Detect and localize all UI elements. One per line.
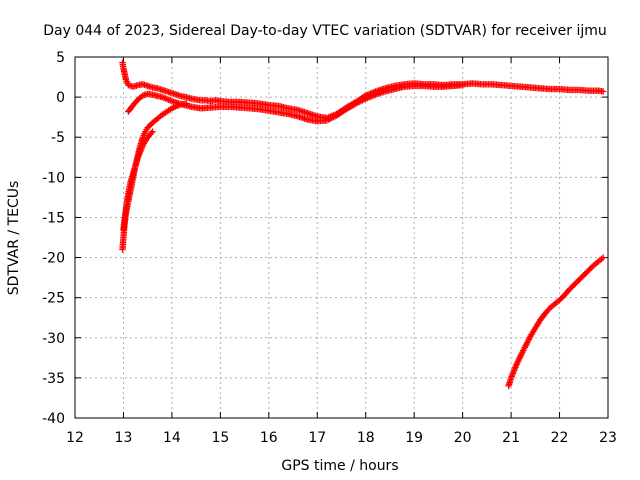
x-tick-label: 17	[308, 430, 326, 446]
plot-frame	[74, 56, 609, 419]
chart-title: Day 044 of 2023, Sidereal Day-to-day VTE…	[43, 23, 607, 39]
data-point	[183, 100, 190, 107]
x-tick-label: 12	[66, 430, 84, 446]
y-tick-label: 5	[56, 50, 65, 66]
series-arc-1-lower	[125, 81, 466, 125]
x-tick-label: 18	[357, 430, 375, 446]
data-point	[599, 88, 607, 95]
tick-labels: 12 13 14 15 16 17 18 19 20 21 22 23 5 0 -5 -10 -15 -20 -25…	[42, 50, 617, 446]
y-tick-label: -20	[42, 251, 65, 267]
y-tick-label: -5	[51, 130, 65, 146]
data-point	[149, 128, 156, 135]
data-point	[459, 81, 466, 89]
y-tick-label: -30	[42, 331, 65, 347]
x-tick-label: 19	[405, 430, 423, 446]
series-arc-1-upper	[119, 59, 607, 122]
y-tick-label: -10	[42, 170, 65, 186]
x-tick-label: 15	[211, 430, 229, 446]
x-tick-label: 20	[454, 430, 472, 446]
grid-lines	[75, 57, 608, 418]
x-tick-label: 13	[115, 430, 133, 446]
y-axis-label: SDTVAR / TECUs	[6, 181, 22, 296]
x-tick-label: 21	[502, 430, 520, 446]
x-tick-label: 16	[260, 430, 278, 446]
y-tick-label: -15	[42, 210, 65, 226]
y-tick-label: -40	[42, 411, 65, 427]
series-arc-3	[505, 254, 607, 390]
y-tick-label: -25	[42, 291, 65, 307]
data-point	[148, 129, 155, 137]
y-tick-label: -35	[42, 371, 65, 387]
y-tick-label: 0	[56, 90, 65, 106]
x-tick-label: 22	[551, 430, 569, 446]
x-tick-label: 23	[599, 430, 617, 446]
x-tick-label: 14	[163, 430, 181, 446]
series-arc-2-rise-b	[120, 128, 156, 233]
x-axis-label: GPS time / hours	[281, 458, 398, 474]
data-points	[119, 59, 607, 390]
data-point	[599, 254, 607, 261]
